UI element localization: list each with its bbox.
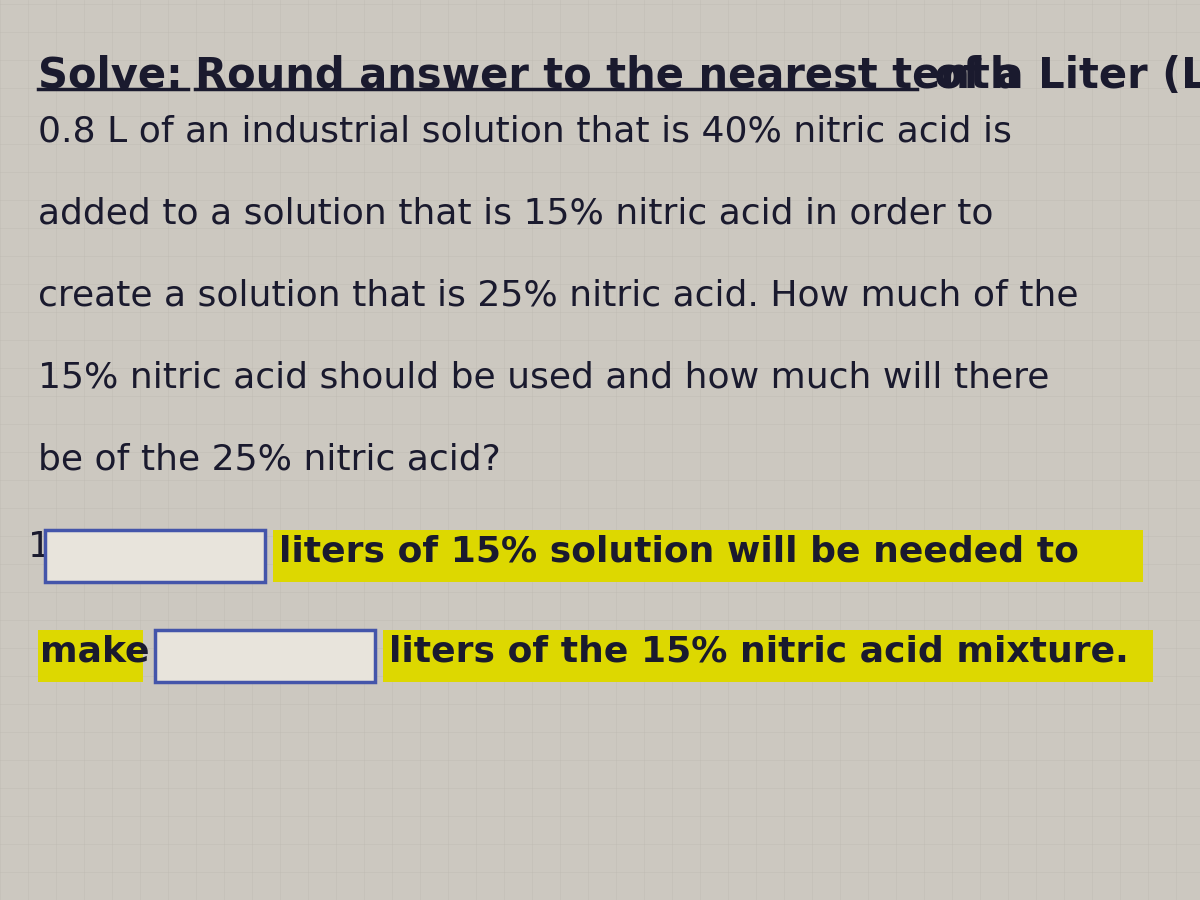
Text: of a Liter (L): of a Liter (L): [920, 55, 1200, 97]
Text: 1.: 1.: [28, 530, 62, 564]
Text: liters of the 15% nitric acid mixture.: liters of the 15% nitric acid mixture.: [389, 634, 1129, 668]
Bar: [383, 630, 1153, 682]
Bar: [38, 630, 143, 682]
Text: liters of 15% solution will be needed to: liters of 15% solution will be needed to: [278, 534, 1079, 568]
Text: 0.8 L of an industrial solution that is 40% nitric acid is: 0.8 L of an industrial solution that is …: [38, 115, 1012, 149]
Text: be of the 25% nitric acid?: be of the 25% nitric acid?: [38, 443, 500, 477]
Text: make: make: [40, 634, 150, 668]
Text: Round answer to the nearest tenth: Round answer to the nearest tenth: [194, 55, 1020, 97]
Text: 15% nitric acid should be used and how much will there: 15% nitric acid should be used and how m…: [38, 361, 1049, 395]
Bar: [155, 630, 374, 682]
Text: Solve:: Solve:: [38, 55, 182, 97]
Text: create a solution that is 25% nitric acid. How much of the: create a solution that is 25% nitric aci…: [38, 279, 1079, 313]
Text: added to a solution that is 15% nitric acid in order to: added to a solution that is 15% nitric a…: [38, 197, 994, 231]
Bar: [274, 530, 1142, 582]
Bar: [46, 530, 265, 582]
